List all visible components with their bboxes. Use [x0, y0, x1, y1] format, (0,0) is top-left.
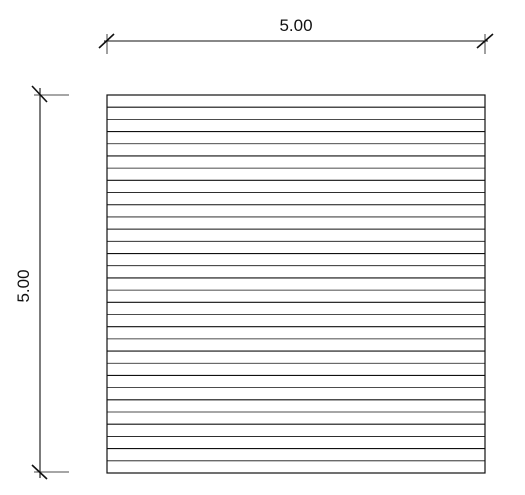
left-dimension-bottom-tick [31, 464, 48, 480]
height-label: 5.00 [14, 269, 33, 302]
hatched-square [106, 94, 486, 474]
square-outline [106, 94, 486, 474]
hatch-lines [107, 106, 485, 462]
top-dimension: 5.00 [98, 16, 494, 54]
top-dimension-right-tick [476, 33, 494, 49]
left-dimension-top-tick [31, 85, 48, 103]
top-dimension-left-tick [98, 33, 115, 49]
width-label: 5.00 [279, 16, 312, 35]
left-dimension: 5.00 [14, 85, 69, 480]
